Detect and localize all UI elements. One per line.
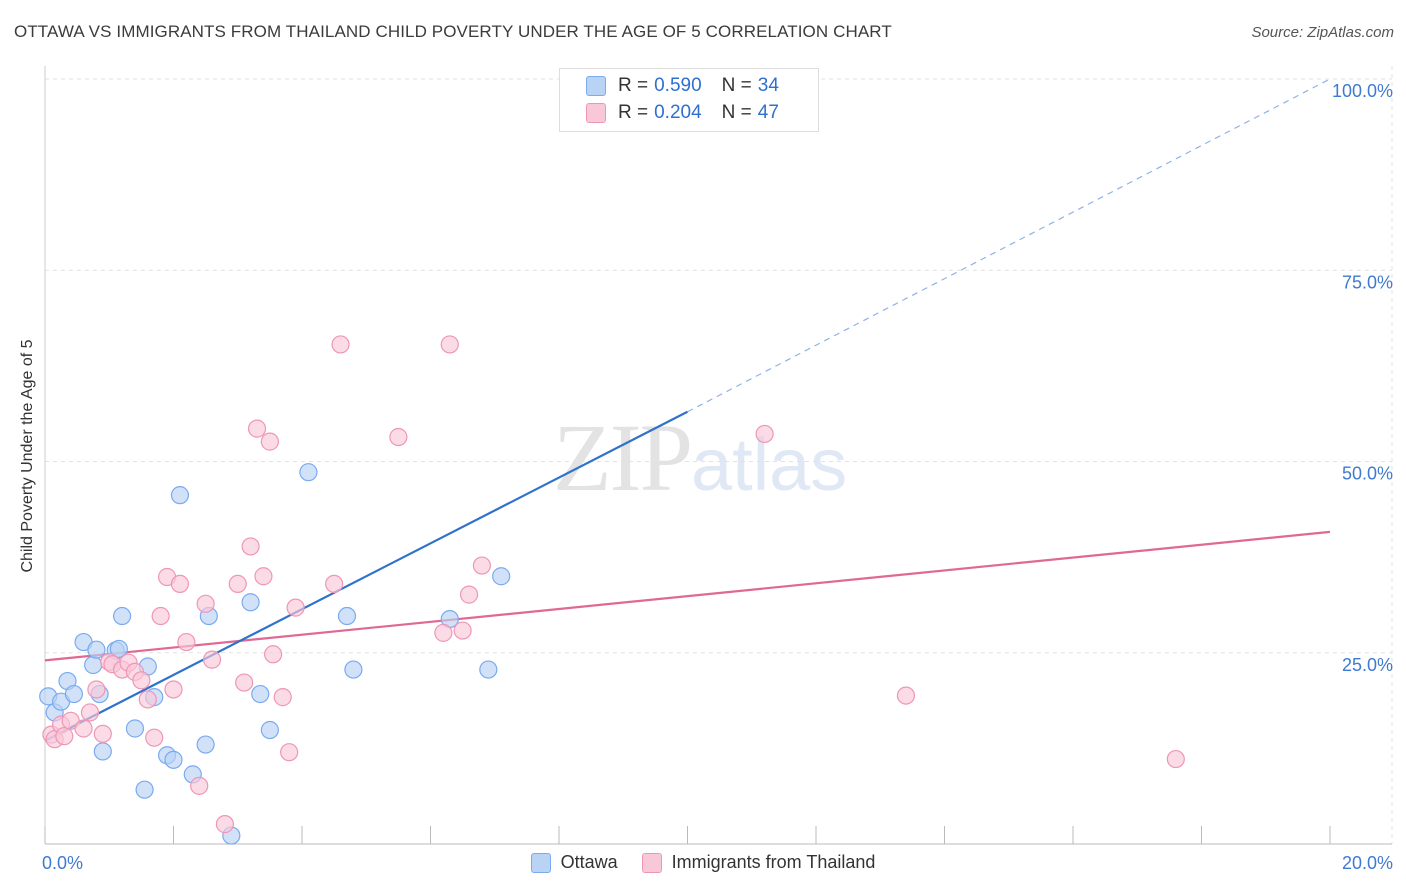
thailand-point [228, 574, 247, 594]
thailand-point [896, 686, 916, 705]
legend-label-ottawa: Ottawa [560, 852, 618, 872]
thailand-point [132, 671, 151, 690]
ottawa-point [93, 742, 112, 761]
ottawa-point [196, 735, 215, 754]
y-tick-label: 50.0% [1342, 464, 1393, 484]
thailand-point [241, 537, 260, 556]
y-tick-label: 25.0% [1342, 655, 1393, 675]
thailand-point [254, 567, 273, 586]
legend-label-thailand: Immigrants from Thailand [671, 852, 876, 872]
thailand-point [80, 703, 100, 722]
thailand-point [247, 419, 267, 438]
chart-title: OTTAWA VS IMMIGRANTS FROM THAILAND CHILD… [14, 22, 892, 41]
thailand-point [190, 776, 209, 795]
thailand-point [138, 690, 157, 709]
legend-swatch-thailand [586, 103, 606, 123]
thailand-point [196, 594, 215, 613]
thailand-point [273, 688, 292, 707]
y-tick-label: 75.0% [1342, 272, 1393, 292]
ottawa-point [492, 567, 511, 586]
thailand-points [42, 335, 1185, 834]
thailand-point [434, 623, 453, 642]
thailand-point [93, 724, 112, 743]
ottawa-point [135, 780, 154, 799]
thailand-point [177, 632, 196, 652]
thailand-point [286, 598, 305, 617]
ottawa-trend-line [44, 410, 689, 742]
ottawa-point [84, 655, 103, 675]
ottawa-point [64, 684, 84, 704]
thailand-point [260, 432, 279, 451]
ottawa-point [241, 593, 260, 612]
tick-labels: 25.0% 50.0% 75.0% 100.0% 0.0% 20.0% [42, 81, 1393, 873]
thailand-point [145, 728, 164, 747]
thailand-point [263, 645, 283, 664]
ottawa-point [260, 720, 279, 740]
thailand-point [325, 574, 344, 594]
thailand-point [459, 585, 479, 604]
series-legend: Ottawa Immigrants from Thailand [0, 852, 1406, 873]
thailand-point [87, 680, 106, 699]
x-tick-label-min: 0.0% [42, 853, 83, 873]
thailand-point [202, 650, 222, 669]
thailand-point [280, 743, 299, 762]
legend-swatch-ottawa [530, 852, 551, 873]
ottawa-point [251, 684, 270, 704]
ottawa-point [479, 660, 498, 679]
axes [44, 66, 1392, 845]
thailand-point [215, 815, 234, 834]
legend-n-value-ottawa: 34 [757, 75, 779, 96]
thailand-point [164, 680, 183, 699]
legend-r-label: R = [618, 75, 649, 96]
ottawa-point [87, 640, 106, 659]
legend-row-thailand: R = 0.204 N = 47 [586, 100, 779, 126]
legend-n-label: N = [721, 75, 752, 96]
thailand-point [55, 727, 74, 746]
thailand-point [235, 673, 254, 692]
source-credit: Source: ZipAtlas.com [1251, 24, 1394, 41]
thailand-point [1166, 749, 1185, 769]
legend-row-ottawa: R = 0.590 N = 34 [586, 73, 779, 99]
legend-r-value-thailand: 0.204 [654, 102, 702, 123]
ottawa-point [337, 606, 357, 626]
thailand-point [74, 719, 93, 738]
legend-swatch-thailand [641, 852, 662, 873]
ottawa-point [344, 660, 363, 679]
ottawa-point [299, 463, 318, 482]
legend-item-thailand[interactable]: Immigrants from Thailand [641, 852, 876, 873]
thailand-point [331, 335, 350, 354]
legend-r-value-ottawa: 0.590 [654, 75, 702, 96]
y-axis-label: Child Poverty Under the Age of 5 [19, 339, 36, 573]
y-tick-label: 100.0% [1332, 81, 1393, 101]
ottawa-point [112, 606, 132, 626]
ottawa-point [125, 719, 145, 738]
ottawa-point [109, 639, 128, 659]
ottawa-points [39, 79, 652, 845]
legend-n-label: N = [721, 102, 752, 123]
thailand-point [755, 424, 774, 444]
ottawa-point [170, 486, 190, 505]
legend-item-ottawa[interactable]: Ottawa [530, 852, 618, 873]
legend-r-label: R = [618, 102, 649, 123]
legend-n-value-thailand: 47 [757, 102, 779, 123]
thailand-point [440, 335, 459, 354]
stats-legend: R = 0.590 N = 34 R = 0.204 N = 47 [559, 68, 819, 132]
gridlines [45, 66, 1393, 844]
thailand-point [170, 574, 190, 594]
thailand-point [151, 606, 170, 626]
legend-swatch-ottawa [586, 76, 606, 96]
thailand-trend-line [44, 530, 1331, 662]
thailand-point [453, 621, 472, 640]
thailand-point [389, 427, 408, 447]
ottawa-point [164, 750, 183, 769]
thailand-point [472, 556, 491, 575]
x-tick-label-max: 20.0% [1342, 853, 1393, 873]
trend-lines [44, 78, 1331, 742]
